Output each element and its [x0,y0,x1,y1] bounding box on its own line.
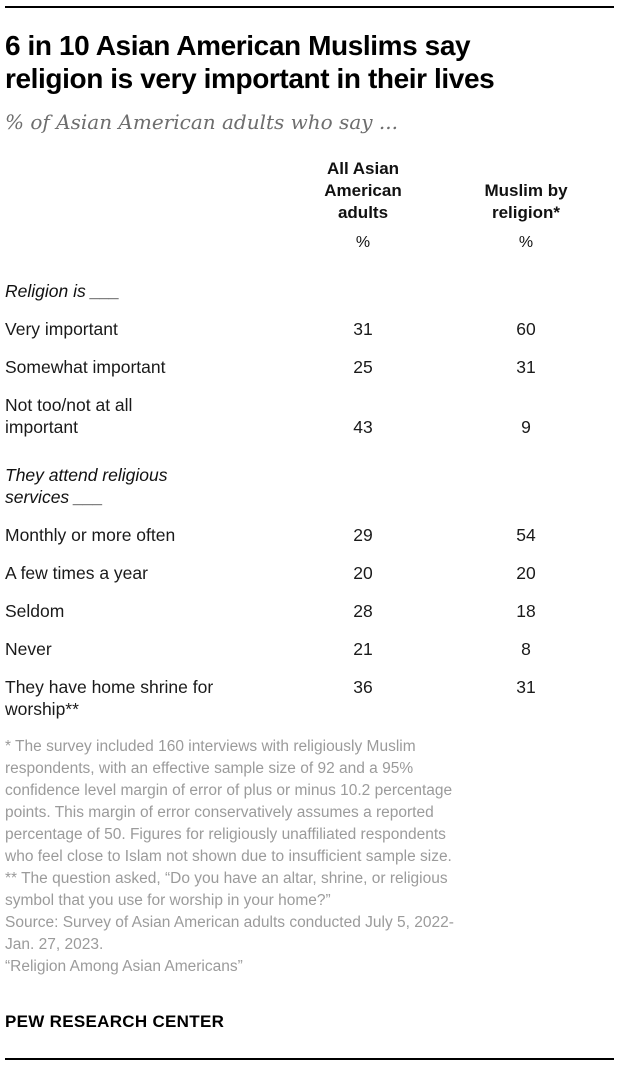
unit-label-all-asian: % [355,234,371,251]
unit-row: % % [5,232,614,254]
value-muslim: 9 [521,417,531,437]
value-all-asian: 36 [353,677,373,697]
page-title: 6 in 10 Asian American Muslims say relig… [5,30,495,94]
report-title-note: “Religion Among Asian Americans” [5,958,243,975]
row-label: Monthly or more often [5,525,176,545]
table-row-home-shrine: They have home shrine for worship** 36 3… [5,676,614,720]
row-label: Not too/not at all important [5,395,133,437]
table-row-monthly-or-more: Monthly or more often 29 54 [5,524,614,546]
value-all-asian: 29 [353,525,373,545]
footnotes: * The survey included 160 interviews wit… [5,736,614,978]
pew-research-center-wordmark: PEW RESEARCH CENTER [5,1012,225,1031]
value-all-asian: 43 [353,417,373,437]
table-row-not-too-important: Not too/not at all important 43 9 [5,394,614,438]
value-all-asian: 25 [353,357,373,377]
row-label: They have home shrine for worship** [5,677,214,719]
source-note: Source: Survey of Asian American adults … [5,914,454,953]
row-label: Somewhat important [5,357,166,377]
row-label: A few times a year [5,563,148,583]
section-label-attend-services: They attend religious services ___ [5,465,168,507]
value-muslim: 60 [516,319,536,339]
value-muslim: 20 [516,563,536,583]
table-row-few-times-a-year: A few times a year 20 20 [5,562,614,584]
top-divider [5,6,614,8]
footnote-asterisk: * The survey included 160 interviews wit… [5,738,453,865]
table-header-row: All Asian American adults Muslim by reli… [5,158,614,224]
row-label: Very important [5,319,118,339]
section-label-religion-is: Religion is ___ [5,281,120,301]
value-all-asian: 31 [353,319,373,339]
unit-label-muslim: % [518,234,534,251]
table-row-very-important: Very important 31 60 [5,318,614,340]
value-all-asian: 20 [353,563,373,583]
value-muslim: 31 [516,677,536,697]
bottom-divider [5,1058,614,1060]
page-subtitle: % of Asian American adults who say ... [5,110,398,134]
value-all-asian: 28 [353,601,373,621]
row-label: Seldom [5,601,65,621]
row-label: Never [5,639,52,659]
value-muslim: 31 [516,357,536,377]
value-muslim: 54 [516,525,536,545]
column-header-all-asian: All Asian American adults [324,159,402,222]
value-muslim: 18 [516,601,536,621]
table-row-seldom: Seldom 28 18 [5,600,614,622]
chart-card: 6 in 10 Asian American Muslims say relig… [0,6,620,1060]
table-row-somewhat-important: Somewhat important 25 31 [5,356,614,378]
value-all-asian: 21 [353,639,373,659]
table-row-never: Never 21 8 [5,638,614,660]
value-muslim: 8 [521,639,531,659]
footnote-double-asterisk: ** The question asked, “Do you have an a… [5,870,448,909]
column-header-muslim: Muslim by religion* [484,181,568,222]
